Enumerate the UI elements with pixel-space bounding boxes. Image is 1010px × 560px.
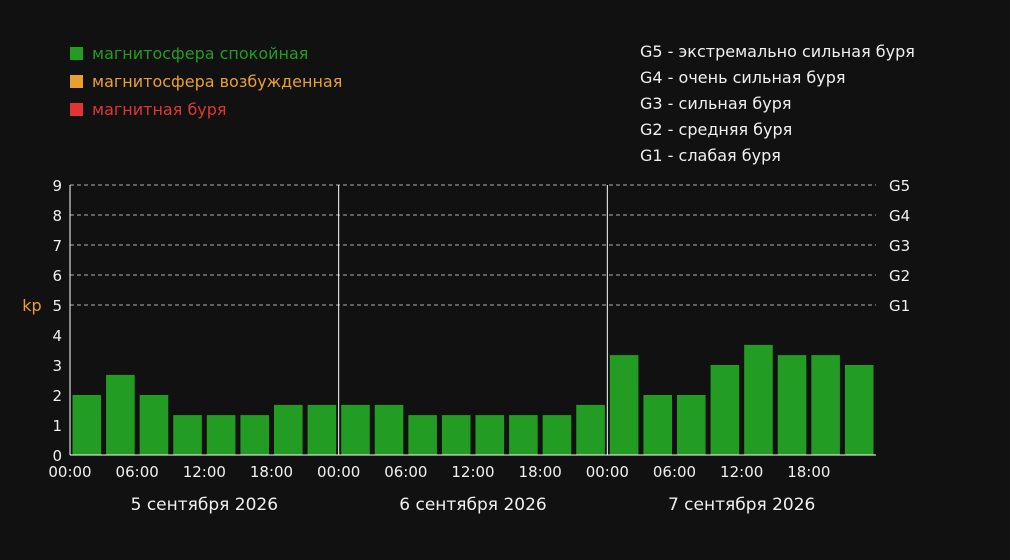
- x-tick-label: 12:00: [451, 463, 494, 481]
- kp-bar: [240, 415, 269, 455]
- g-level-label: G5: [889, 177, 910, 195]
- kp-bar: [710, 365, 740, 455]
- legend-label: магнитная буря: [92, 100, 227, 119]
- y-tick-label: 5: [52, 297, 62, 315]
- y-tick-label: 4: [52, 327, 62, 345]
- legend-label: магнитосфера возбужденная: [92, 72, 343, 91]
- x-tick-label: 18:00: [519, 463, 562, 481]
- x-tick-label: 06:00: [384, 463, 427, 481]
- x-tick-label: 00:00: [586, 463, 629, 481]
- legend-item: магнитосфера спокойная: [70, 44, 308, 63]
- x-tick-label: 18:00: [250, 463, 293, 481]
- kp-bar: [777, 355, 807, 455]
- kp-bar: [844, 365, 874, 455]
- y-tick-label: 2: [52, 387, 62, 405]
- g-level-label: G2: [889, 267, 910, 285]
- kp-bar: [106, 374, 135, 455]
- legend-item: магнитная буря: [70, 100, 227, 119]
- kp-bar: [206, 415, 236, 455]
- g-level-label: G1: [889, 297, 910, 315]
- day-label: 5 сентября 2026: [131, 495, 278, 515]
- y-tick-label: 3: [52, 357, 62, 375]
- x-tick-label: 12:00: [720, 463, 763, 481]
- kp-bar: [811, 355, 840, 455]
- y-tick-label: 9: [52, 177, 62, 195]
- legend-swatch: [70, 75, 83, 88]
- x-tick-label: 00:00: [48, 463, 91, 481]
- storm-scale-item: G2 - средняя буря: [640, 120, 793, 139]
- kp-bar: [509, 415, 538, 455]
- y-tick-label: 8: [52, 207, 62, 225]
- kp-bar: [576, 404, 605, 455]
- storm-scale-item: G1 - слабая буря: [640, 146, 781, 165]
- kp-bar: [609, 355, 639, 455]
- kp-bar: [475, 415, 505, 455]
- kp-bar: [374, 404, 404, 455]
- y-tick-label: 0: [52, 447, 62, 465]
- day-label: 7 сентября 2026: [668, 495, 815, 515]
- kp-bar: [542, 415, 572, 455]
- legend-swatch: [70, 103, 83, 116]
- y-tick-label: 7: [52, 237, 62, 255]
- g-level-label: G3: [889, 237, 910, 255]
- kp-bar: [72, 395, 102, 455]
- kp-bar: [341, 404, 370, 455]
- y-axis-label: kp: [22, 296, 41, 315]
- y-tick-label: 1: [52, 417, 62, 435]
- legend-swatch: [70, 47, 83, 60]
- kp-bar: [677, 395, 706, 455]
- kp-bar: [307, 404, 337, 455]
- day-label: 6 сентября 2026: [399, 495, 546, 515]
- kp-bar: [408, 415, 437, 455]
- storm-scale-item: G4 - очень сильная буря: [640, 68, 846, 87]
- x-tick-label: 18:00: [787, 463, 830, 481]
- storm-scale-item: G5 - экстремально сильная буря: [640, 42, 915, 61]
- x-tick-label: 00:00: [317, 463, 360, 481]
- y-tick-label: 6: [52, 267, 62, 285]
- kp-bar: [643, 395, 672, 455]
- kp-bar: [173, 415, 202, 455]
- kp-bar: [744, 344, 773, 455]
- legend-label: магнитосфера спокойная: [92, 44, 309, 63]
- x-tick-label: 06:00: [653, 463, 696, 481]
- kp-bar: [441, 415, 471, 455]
- x-tick-label: 06:00: [116, 463, 159, 481]
- kp-bar: [274, 404, 303, 455]
- x-tick-label: 12:00: [183, 463, 226, 481]
- legend-item: магнитосфера возбужденная: [70, 72, 342, 91]
- storm-scale-item: G3 - сильная буря: [640, 94, 792, 113]
- g-level-label: G4: [889, 207, 910, 225]
- kp-bar: [139, 395, 169, 455]
